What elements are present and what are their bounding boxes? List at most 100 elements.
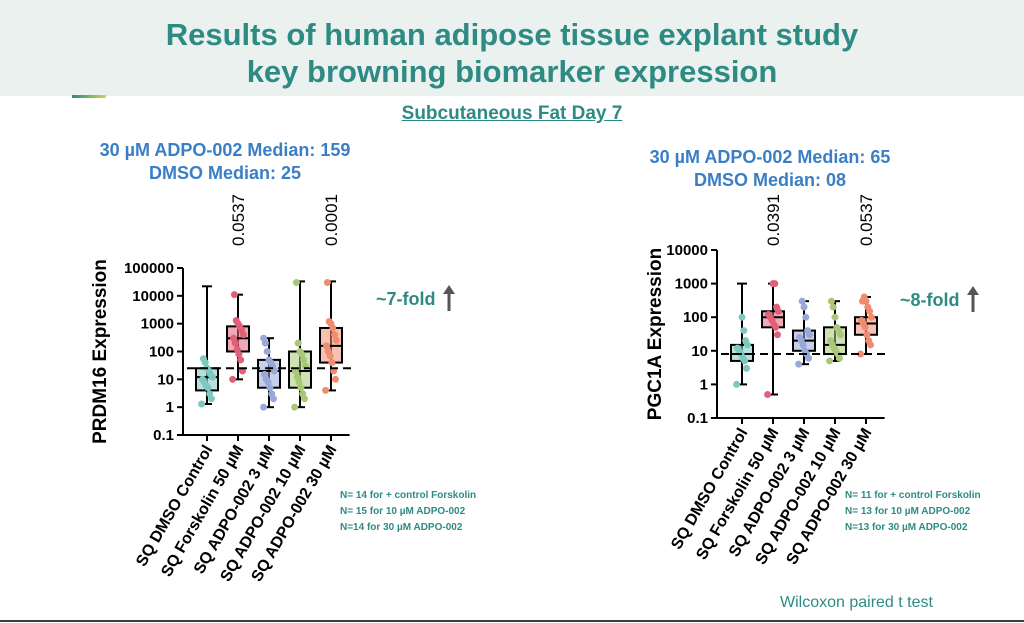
data-point [863, 331, 871, 339]
data-point [198, 400, 206, 408]
right-median-line-1: 30 µM ADPO-002 Median: 65 [649, 147, 891, 167]
data-point [774, 331, 781, 339]
data-point [798, 297, 806, 305]
data-point [322, 386, 330, 394]
left-median-summary: 30 µM ADPO-002 Median: 159 DMSO Median: … [70, 139, 380, 185]
y-tick-label: 10000 [132, 288, 174, 305]
data-point [291, 403, 299, 411]
right-fold-text: ~8-fold [900, 290, 960, 310]
statistical-test-note: Wilcoxon paired t test [780, 594, 933, 611]
data-point [323, 279, 331, 287]
data-point [826, 357, 834, 365]
arrow-up-icon [966, 286, 979, 312]
data-point [230, 334, 237, 342]
data-point [733, 380, 741, 388]
y-tick-label: 10000 [666, 242, 708, 259]
right-n-30um: N=13 for 30 µM ADPO-002 [845, 522, 968, 533]
slide-title: Results of human adipose tissue explant … [0, 16, 1024, 90]
left-median-line-1: 30 µM ADPO-002 Median: 159 [99, 140, 351, 160]
p-value-label: 0.0537 [857, 194, 876, 246]
left-sample-counts: N= 14 for + control Forskolin N= 15 for … [340, 488, 476, 536]
data-point [233, 345, 241, 353]
y-tick-label: 10 [157, 371, 174, 388]
data-point [801, 347, 809, 355]
y-axis-label: PGC1A Expression [645, 248, 666, 420]
y-tick-label: 1 [700, 376, 708, 393]
data-point [769, 280, 777, 288]
data-point [332, 375, 339, 383]
data-point [325, 317, 333, 325]
data-point [260, 403, 268, 411]
data-point [773, 303, 781, 311]
bottom-divider [0, 620, 1024, 622]
data-point [795, 360, 803, 368]
data-point [765, 311, 772, 319]
y-tick-label: 100 [683, 309, 708, 326]
p-value-label: 0.0537 [229, 194, 248, 246]
p-value-label: 0.0391 [764, 194, 783, 246]
right-sample-counts: N= 11 for + control Forskolin N= 13 for … [845, 488, 981, 536]
data-point [796, 333, 803, 341]
data-point [829, 303, 837, 311]
data-point [865, 337, 873, 345]
data-point [292, 279, 300, 287]
data-point [199, 375, 206, 383]
data-point [230, 291, 238, 299]
arrow-up-icon [442, 285, 455, 311]
left-fold-text: ~7-fold [376, 289, 436, 309]
data-point [827, 297, 835, 305]
left-fold-change: ~7-fold [376, 285, 455, 311]
data-point [328, 359, 336, 367]
left-median-line-2: DMSO Median: 25 [148, 163, 302, 183]
right-n-10um: N= 13 for 10 µM ADPO-002 [845, 506, 971, 517]
y-tick-label: 100 [149, 344, 174, 361]
data-point [293, 373, 301, 381]
data-point [858, 316, 865, 324]
left-n-30um: N=14 for 30 µM ADPO-002 [340, 522, 463, 533]
title-line-2: key browning biomarker expression [246, 54, 778, 89]
data-point [294, 339, 302, 347]
data-point [738, 313, 746, 321]
p-value-label: 0.0001 [322, 194, 341, 246]
data-point [764, 391, 772, 399]
right-n-forskolin: N= 11 for + control Forskolin [845, 490, 981, 501]
data-point [260, 334, 268, 342]
data-point [199, 355, 207, 363]
data-point [206, 390, 214, 398]
data-point [827, 337, 834, 345]
header-band [0, 0, 1024, 96]
data-point [800, 303, 808, 311]
y-tick-label: 10 [691, 343, 708, 360]
data-point [323, 342, 330, 350]
accent-line [72, 95, 106, 98]
right-fold-change: ~8-fold [900, 286, 979, 312]
data-point [296, 348, 304, 355]
slide-subtitle: Subcutaneous Fat Day 7 [401, 103, 623, 124]
y-tick-label: 100000 [124, 260, 174, 277]
data-point [804, 327, 812, 335]
y-axis-label: PRDM16 Expression [90, 259, 111, 444]
data-point [229, 375, 237, 383]
data-point [740, 327, 748, 335]
data-point [867, 313, 875, 321]
data-point [331, 331, 339, 339]
data-point [261, 370, 268, 378]
data-point [299, 390, 307, 398]
right-median-summary: 30 µM ADPO-002 Median: 65 DMSO Median: 0… [620, 146, 920, 192]
y-tick-label: 1000 [141, 316, 174, 333]
data-point [864, 303, 872, 311]
right-median-line-2: DMSO Median: 08 [693, 170, 847, 190]
data-point [742, 337, 750, 345]
data-point [265, 356, 273, 364]
y-tick-label: 0.1 [687, 410, 708, 427]
y-tick-label: 1000 [675, 276, 708, 293]
data-point [831, 313, 839, 321]
y-tick-label: 0.1 [153, 427, 174, 444]
data-point [263, 348, 271, 355]
data-point [268, 390, 276, 398]
data-point [833, 323, 841, 331]
data-point [743, 364, 750, 372]
data-point [802, 313, 810, 321]
